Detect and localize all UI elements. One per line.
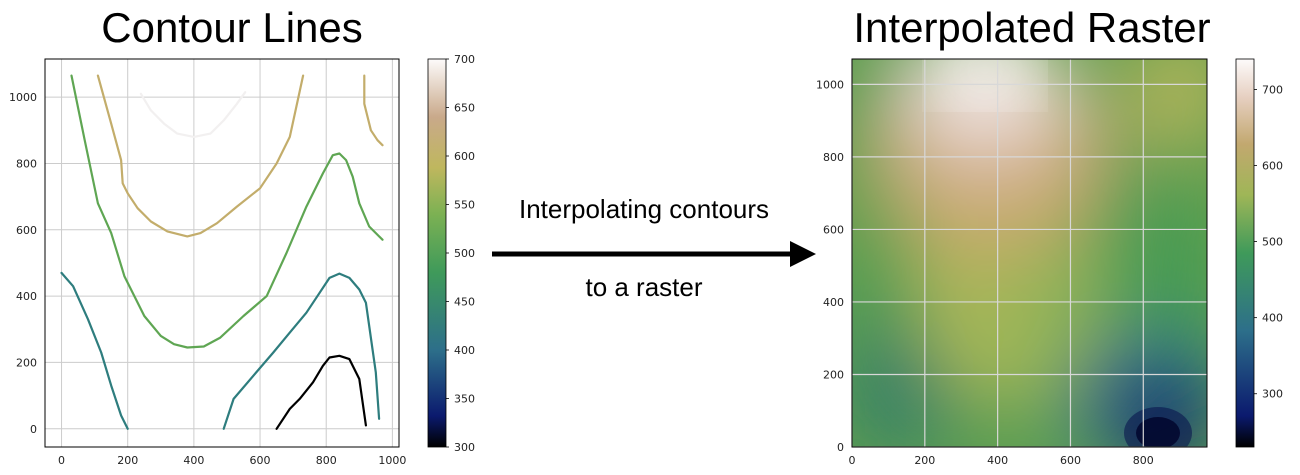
raster-x-tick-label: 600 bbox=[1060, 454, 1081, 467]
contour-line-300 bbox=[275, 354, 367, 430]
contour-colorbar-tick-label: 300 bbox=[454, 441, 475, 454]
contour-y-tick-label: 200 bbox=[16, 356, 37, 369]
raster-colorbar-tick-label: 500 bbox=[1262, 236, 1283, 249]
raster-y-tick-label: 800 bbox=[823, 151, 844, 164]
raster-colorbar-tick-label: 300 bbox=[1262, 388, 1283, 401]
contour-y-tick-label: 1000 bbox=[9, 91, 37, 104]
raster-colorbar: 300 400 500 600 700 bbox=[1235, 58, 1283, 448]
contour-colorbar-tick-label: 600 bbox=[454, 150, 475, 163]
contour-colorbar: 300 350 400 450 500 550 600 650 700 bbox=[427, 53, 475, 454]
contour-axis-ticks: 0 200 400 600 800 1000 0 200 400 600 800 1000 bbox=[9, 91, 406, 467]
contour-x-tick-label: 0 bbox=[58, 454, 65, 467]
raster-colorbar-tick-label: 700 bbox=[1262, 83, 1283, 96]
right-chart-title: Interpolated Raster bbox=[853, 4, 1210, 51]
raster-y-tick-label: 1000 bbox=[816, 78, 844, 91]
raster-plot-frame bbox=[851, 58, 1208, 448]
contour-x-tick-label: 800 bbox=[316, 454, 337, 467]
contour-grid bbox=[45, 59, 399, 447]
contour-plot-frame bbox=[44, 58, 400, 448]
raster-y-tick-label: 600 bbox=[823, 223, 844, 236]
contour-plot-area bbox=[45, 59, 399, 447]
raster-colorbar-bar bbox=[1235, 58, 1255, 448]
contour-colorbar-tick-label: 550 bbox=[454, 199, 475, 212]
contour-colorbar-tick-label: 700 bbox=[454, 53, 475, 66]
raster-x-tick-label: 800 bbox=[1133, 454, 1154, 467]
contour-line-500 bbox=[70, 74, 384, 349]
raster-y-tick-label: 200 bbox=[823, 368, 844, 381]
contour-y-tick-label: 0 bbox=[30, 423, 37, 436]
raster-y-tick-label: 400 bbox=[823, 296, 844, 309]
contour-line-700 bbox=[139, 91, 247, 138]
contour-colorbar-tick-label: 650 bbox=[454, 102, 475, 115]
contour-colorbar-ticks: 300 350 400 450 500 550 600 650 700 bbox=[446, 53, 475, 454]
contour-x-tick-label: 1000 bbox=[378, 454, 406, 467]
contour-y-tick-label: 400 bbox=[16, 290, 37, 303]
raster-x-tick-label: 200 bbox=[914, 454, 935, 467]
raster-axis-ticks: 0 200 400 600 800 0 200 400 600 800 1000 bbox=[816, 78, 1154, 467]
contour-colorbar-tick-label: 500 bbox=[454, 247, 475, 260]
raster-colorbar-tick-label: 400 bbox=[1262, 312, 1283, 325]
middle-caption-line2: to a raster bbox=[585, 272, 702, 302]
arrow-head-icon bbox=[790, 241, 816, 267]
left-chart-title: Contour Lines bbox=[101, 4, 363, 51]
raster-y-tick-label: 0 bbox=[837, 441, 844, 454]
contour-colorbar-tick-label: 400 bbox=[454, 344, 475, 357]
contour-colorbar-tick-label: 450 bbox=[454, 296, 475, 309]
raster-colorbar-ticks: 300 400 500 600 700 bbox=[1254, 83, 1283, 401]
contour-line-400 bbox=[222, 272, 381, 430]
contour-y-tick-label: 600 bbox=[16, 224, 37, 237]
raster-x-tick-label: 0 bbox=[849, 454, 856, 467]
contour-line-600 bbox=[363, 74, 384, 147]
contour-chart: 0 200 400 600 800 1000 0 200 400 600 800 1000 bbox=[9, 58, 406, 467]
raster-image bbox=[852, 59, 1207, 447]
contour-x-tick-label: 200 bbox=[117, 454, 138, 467]
contour-lines bbox=[60, 74, 384, 430]
contour-line-600 bbox=[96, 74, 305, 238]
raster-colorbar-tick-label: 600 bbox=[1262, 160, 1283, 173]
contour-colorbar-tick-label: 350 bbox=[454, 393, 475, 406]
contour-colorbar-bar bbox=[427, 58, 447, 448]
contour-x-tick-label: 400 bbox=[183, 454, 204, 467]
middle-caption-line1: Interpolating contours bbox=[519, 194, 769, 224]
raster-chart: 0 200 400 600 800 0 200 400 600 800 1000 bbox=[816, 58, 1208, 467]
contour-line-400 bbox=[60, 271, 129, 430]
raster-x-tick-label: 400 bbox=[987, 454, 1008, 467]
contour-y-tick-label: 800 bbox=[16, 157, 37, 170]
contour-x-tick-label: 600 bbox=[250, 454, 271, 467]
